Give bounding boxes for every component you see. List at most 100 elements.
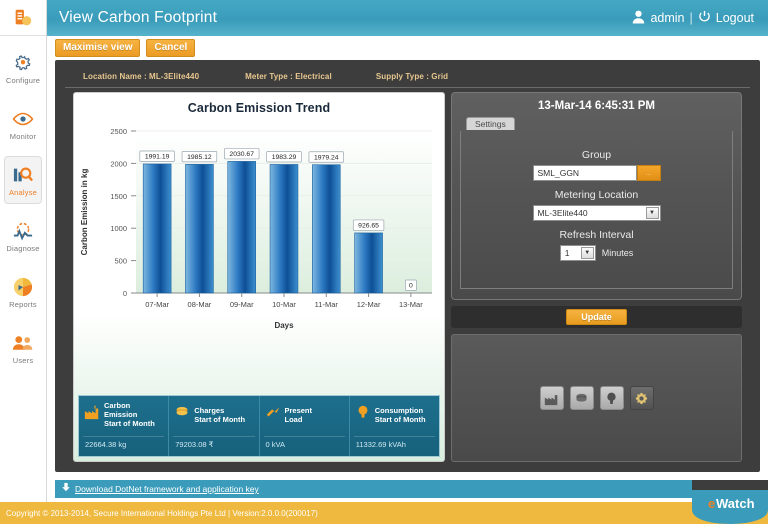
action-toolbar: Maximise view Cancel bbox=[47, 36, 768, 60]
sidebar-item-label: Analyse bbox=[8, 187, 38, 197]
bulb-icon bbox=[355, 404, 371, 425]
dashboard-board: Carbon Emission Trend 0 500 1000 1500 2000 25… bbox=[73, 92, 742, 462]
top-header-bar: View Carbon Footprint admin | bbox=[47, 0, 768, 36]
tab-settings[interactable]: Settings bbox=[466, 117, 515, 130]
stat-charges[interactable]: Charges Start of Month 79203.08 ₹ bbox=[169, 396, 260, 456]
stat-carbon-emission[interactable]: Carbon Emission Start of Month 22664.38 k… bbox=[79, 396, 170, 456]
chart-title: Carbon Emission Trend bbox=[187, 101, 331, 115]
location-name-label: Location Name : ML-3Elite440 bbox=[83, 72, 200, 81]
stat-title: Charges Start of Month bbox=[194, 405, 246, 424]
sidebar-item-label: Diagnose bbox=[6, 243, 40, 253]
eye-icon bbox=[12, 108, 34, 130]
avatar-icon bbox=[632, 10, 645, 27]
svg-text:1983.29: 1983.29 bbox=[272, 154, 297, 161]
gear-icon bbox=[13, 52, 33, 74]
chart-plot-area: 0 500 1000 1500 2000 2500 Carbon Emission in k… bbox=[74, 117, 444, 395]
update-button[interactable]: Update bbox=[566, 309, 627, 325]
logout-label[interactable]: Logout bbox=[715, 11, 754, 25]
stat-divider bbox=[263, 436, 345, 437]
bulb-icon-button[interactable] bbox=[599, 386, 624, 410]
svg-text:500: 500 bbox=[114, 257, 127, 266]
sidebar-item-reports[interactable]: Reports bbox=[0, 268, 46, 316]
svg-text:2000: 2000 bbox=[110, 159, 127, 168]
download-icon bbox=[61, 480, 71, 498]
svg-text:09-Mar: 09-Mar bbox=[230, 300, 254, 309]
settings-card: 13-Mar-14 6:45:31 PM Settings Group SML_… bbox=[451, 92, 742, 300]
meter-info-bar: Location Name : ML-3Elite440 Meter Type … bbox=[65, 66, 750, 88]
stat-value: 79203.08 ₹ bbox=[175, 440, 214, 449]
sidebar-item-label: Users bbox=[12, 355, 34, 365]
settings-fields: Group SML_GGN ... Metering Location ML-3… bbox=[460, 131, 733, 289]
sidebar-item-diagnose[interactable]: Diagnose bbox=[0, 212, 46, 260]
svg-text:e: e bbox=[708, 496, 715, 511]
metering-location-label: Metering Location bbox=[554, 189, 639, 201]
factory-icon-button[interactable] bbox=[539, 386, 564, 410]
page-title: View Carbon Footprint bbox=[59, 9, 218, 26]
stat-title: Consumption Start of Month bbox=[374, 405, 426, 424]
sidebar-item-label: Monitor bbox=[9, 131, 37, 141]
cancel-button[interactable]: Cancel bbox=[146, 38, 196, 58]
svg-text:1991.19: 1991.19 bbox=[145, 154, 170, 161]
group-input[interactable]: SML_GGN bbox=[532, 165, 637, 181]
factory-icon bbox=[84, 404, 100, 425]
copyright-bar: Copyright © 2013-2014, Secure Internatio… bbox=[0, 502, 768, 524]
chevron-down-icon: ▼ bbox=[645, 207, 659, 219]
chart-svg: 0 500 1000 1500 2000 2500 Carbon Emission in k… bbox=[80, 127, 432, 330]
stat-header: Consumption Start of Month bbox=[350, 396, 439, 428]
sidebar-item-configure[interactable]: Configure bbox=[0, 44, 46, 92]
svg-text:0: 0 bbox=[409, 283, 413, 290]
svg-text:10-Mar: 10-Mar bbox=[272, 300, 296, 309]
group-row: SML_GGN ... bbox=[471, 165, 722, 181]
sidebar: Configure Monitor Analyse bbox=[0, 0, 47, 524]
header-separator: | bbox=[689, 11, 693, 25]
main-area: View Carbon Footprint admin | bbox=[47, 0, 768, 524]
download-link[interactable]: Download DotNet framework and applicatio… bbox=[75, 484, 259, 494]
supply-type-label: Supply Type : Grid bbox=[375, 72, 449, 81]
sidebar-item-analyse[interactable]: Analyse bbox=[4, 156, 42, 204]
coins-icon bbox=[174, 404, 190, 425]
svg-text:Watch: Watch bbox=[716, 496, 755, 511]
coins-icon-button[interactable] bbox=[569, 386, 594, 410]
stats-strip: Carbon Emission Start of Month 22664.38 k… bbox=[78, 395, 440, 457]
stat-title: Present Load bbox=[284, 405, 313, 424]
svg-text:2500: 2500 bbox=[110, 127, 127, 136]
metering-location-select[interactable]: ML-3Elite440 ▼ bbox=[532, 205, 661, 221]
svg-text:0: 0 bbox=[123, 289, 127, 298]
refresh-units-label: Minutes bbox=[601, 248, 634, 258]
group-label: Group bbox=[581, 149, 612, 161]
maximise-view-button[interactable]: Maximise view bbox=[55, 38, 141, 58]
svg-text:1500: 1500 bbox=[110, 192, 127, 201]
chevron-down-icon: ▼ bbox=[580, 247, 594, 259]
sidebar-item-users[interactable]: Users bbox=[0, 324, 46, 372]
view-mode-iconbar bbox=[451, 334, 742, 462]
sidebar-item-label: Configure bbox=[5, 75, 41, 85]
svg-text:11-Mar: 11-Mar bbox=[315, 300, 339, 309]
group-browse-button[interactable]: ... bbox=[636, 165, 661, 181]
settings-column: 13-Mar-14 6:45:31 PM Settings Group SML_… bbox=[451, 92, 742, 462]
pulse-icon bbox=[12, 220, 34, 242]
refresh-interval-label: Refresh Interval bbox=[559, 229, 634, 241]
app-logo bbox=[0, 0, 46, 36]
username-label: admin bbox=[650, 11, 685, 25]
refresh-interval-select[interactable]: 1 ▼ bbox=[559, 245, 596, 261]
pie-chart-icon bbox=[13, 276, 33, 298]
bolt-icon bbox=[265, 404, 281, 425]
stat-title: Carbon Emission Start of Month bbox=[104, 401, 155, 428]
svg-text:1000: 1000 bbox=[110, 224, 127, 233]
copyright-text: Copyright © 2013-2014, Secure Internatio… bbox=[6, 508, 318, 518]
gear-icon-button[interactable] bbox=[629, 386, 654, 410]
svg-text:12-Mar: 12-Mar bbox=[357, 300, 381, 309]
svg-text:1979.24: 1979.24 bbox=[314, 154, 339, 161]
stat-header: Present Load bbox=[260, 396, 349, 428]
stat-present-load[interactable]: Present Load 0 kVA bbox=[260, 396, 350, 456]
sidebar-item-monitor[interactable]: Monitor bbox=[0, 100, 46, 148]
user-menu[interactable]: admin | Logout bbox=[632, 10, 754, 27]
bar-chart-search-icon bbox=[12, 164, 34, 186]
settings-tabstrip: Settings bbox=[460, 117, 733, 131]
watch-brand-logo: Watch e bbox=[692, 480, 768, 524]
stat-consumption[interactable]: Consumption Start of Month 11332.69 kVAh bbox=[350, 396, 439, 456]
stat-divider bbox=[353, 436, 435, 437]
carbon-emission-chart-card: Carbon Emission Trend 0 500 1000 1500 2000 25… bbox=[73, 92, 445, 462]
users-icon bbox=[12, 332, 34, 354]
